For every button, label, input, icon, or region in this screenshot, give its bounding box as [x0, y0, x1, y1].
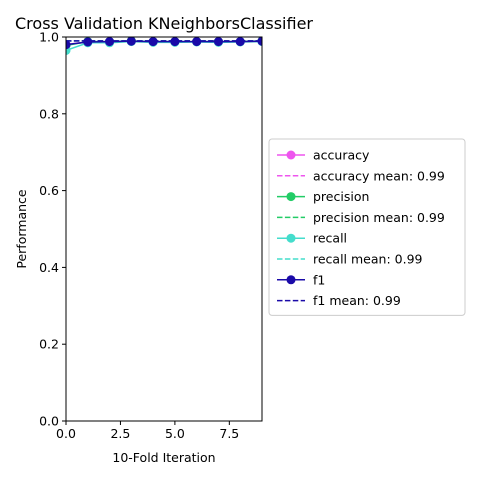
legend: accuracy accuracy mean: 0.99 precision prec…: [268, 138, 466, 316]
legend-label-2: precision: [313, 189, 369, 204]
legend-marker-0: [286, 150, 296, 160]
series-point-6-6: [192, 37, 202, 47]
legend-marker-6: [286, 275, 296, 285]
series-group: [66, 37, 262, 55]
y-axis-label: Performance: [14, 189, 29, 269]
series-line-4: [66, 40, 262, 52]
series-point-6-2: [105, 37, 115, 47]
legend-label-0: accuracy: [313, 148, 370, 163]
x-tick-label-1: 2.5: [110, 426, 130, 441]
legend-label-7: f1 mean: 0.99: [313, 293, 401, 308]
legend-label-4: recall: [313, 231, 347, 246]
series-point-6-8: [235, 37, 245, 47]
series-point-6-4: [148, 37, 158, 47]
legend-label-5: recall mean: 0.99: [313, 252, 423, 267]
legend-label-6: f1: [313, 272, 325, 287]
legend-box: [268, 138, 466, 316]
y-tick-label-1: 0.2: [39, 337, 59, 352]
legend-marker-2: [286, 192, 296, 202]
series-point-6-7: [213, 37, 223, 47]
series-point-6-0: [66, 40, 71, 50]
x-tick-label-3: 7.5: [219, 426, 239, 441]
plot-frame: [65, 36, 263, 422]
x-tick-label-2: 5.0: [165, 426, 185, 441]
x-axis-label: 10-Fold Iteration: [112, 450, 215, 465]
series-point-6-1: [83, 37, 93, 47]
plot-area: 0.0 2.5 5.0 7.5 0.0 0.2 0.4 0.6 0.8 1.0: [39, 30, 263, 441]
y-tick-label-3: 0.6: [39, 183, 59, 198]
y-tick-label-5: 1.0: [39, 30, 59, 45]
legend-label-1: accuracy mean: 0.99: [313, 168, 445, 183]
series-point-6-5: [170, 37, 180, 47]
series-line-6: [66, 40, 262, 46]
x-tick-label-0: 0.0: [56, 426, 76, 441]
y-tick-label-0: 0.0: [39, 414, 59, 429]
legend-marker-4: [286, 233, 296, 243]
legend-label-3: precision mean: 0.99: [313, 210, 445, 225]
chart-title: Cross Validation KNeighborsClassifier: [15, 14, 313, 33]
y-tick-label-4: 0.8: [39, 106, 59, 121]
y-tick-label-2: 0.4: [39, 260, 59, 275]
